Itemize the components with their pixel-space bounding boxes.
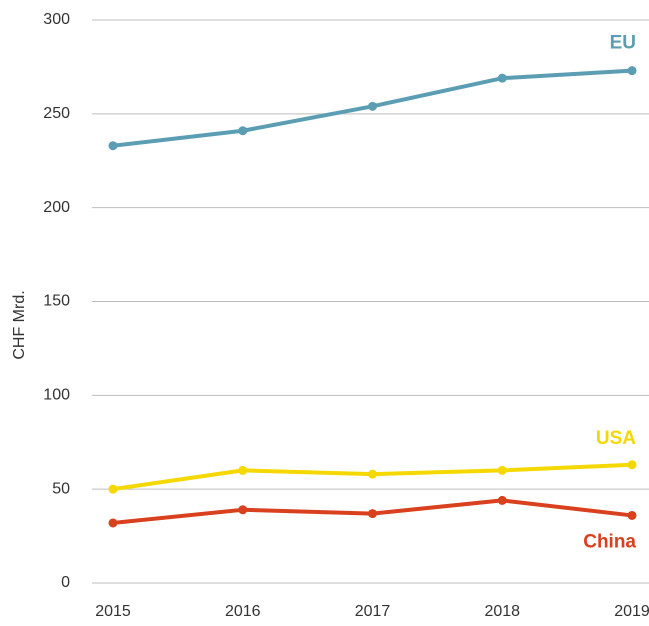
data-point bbox=[108, 484, 118, 494]
x-tick-label: 2017 bbox=[355, 603, 391, 620]
data-point bbox=[368, 469, 377, 479]
y-tick-label: 250 bbox=[43, 105, 70, 122]
data-point bbox=[497, 465, 507, 475]
data-point bbox=[627, 460, 637, 470]
data-point bbox=[108, 141, 118, 151]
data-point bbox=[368, 509, 377, 519]
y-tick-label: 100 bbox=[43, 387, 70, 404]
y-tick-label: 300 bbox=[43, 11, 70, 28]
x-tick-label: 2018 bbox=[484, 603, 520, 620]
x-tick-label: 2016 bbox=[225, 603, 261, 620]
series-label: USA bbox=[596, 428, 636, 449]
y-tick-label: 50 bbox=[52, 480, 70, 497]
data-point bbox=[238, 126, 248, 136]
x-tick-label: 2015 bbox=[95, 603, 131, 620]
data-point bbox=[627, 510, 637, 520]
y-tick-label: 200 bbox=[43, 199, 70, 216]
data-point bbox=[497, 73, 507, 83]
data-point bbox=[108, 518, 118, 528]
series-label: EU bbox=[610, 33, 636, 54]
y-tick-label: 0 bbox=[61, 574, 70, 591]
data-point bbox=[238, 465, 248, 475]
data-point bbox=[497, 495, 507, 505]
y-axis-label: CHF Mrd. bbox=[11, 290, 28, 359]
y-tick-label: 150 bbox=[43, 293, 70, 310]
series-label: China bbox=[583, 531, 636, 552]
x-tick-label: 2019 bbox=[614, 603, 649, 620]
data-point bbox=[627, 66, 637, 76]
data-point bbox=[238, 505, 248, 515]
data-point bbox=[368, 101, 377, 111]
